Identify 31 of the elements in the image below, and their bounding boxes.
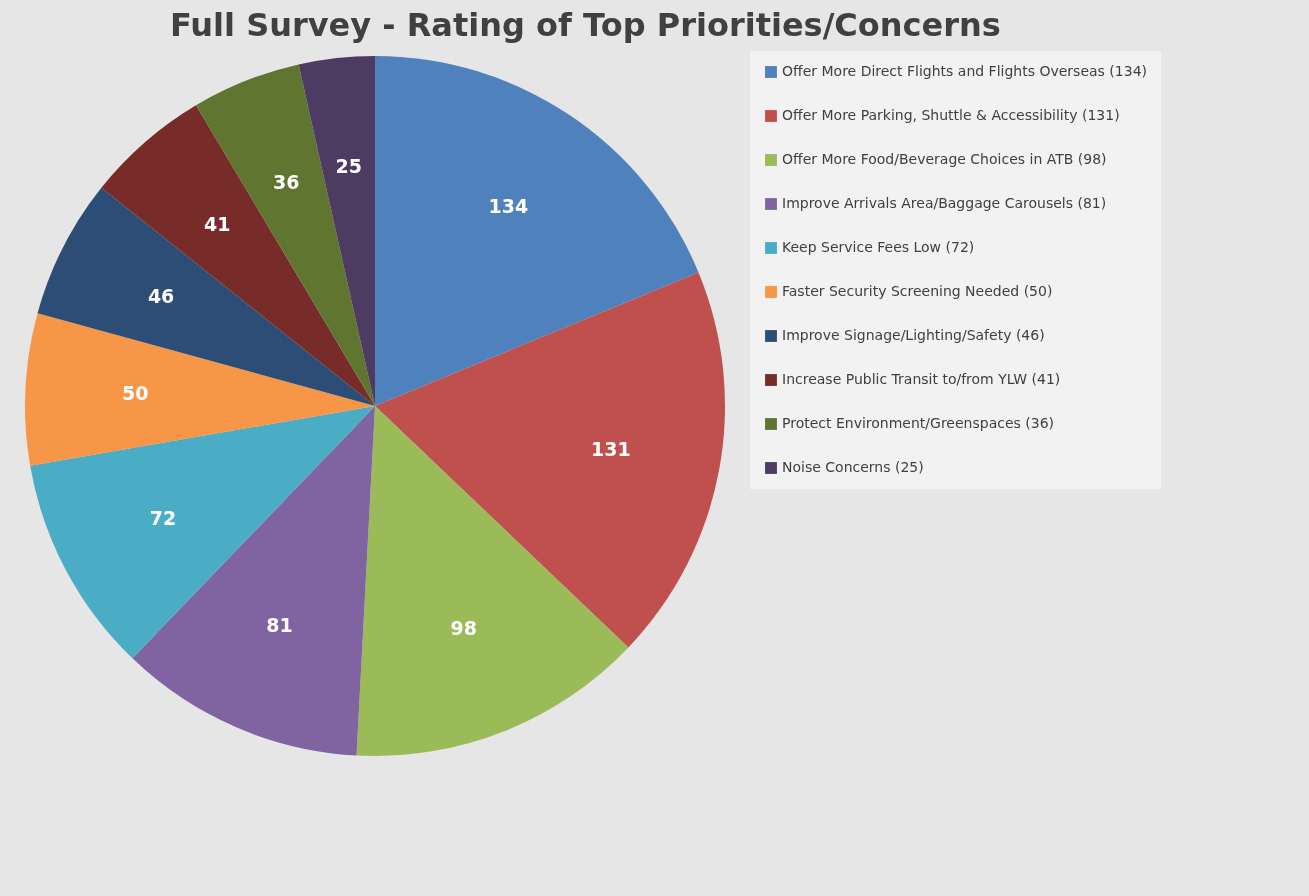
data-label: 25 [335,155,362,178]
legend-label: Faster Security Screening Needed (50) [782,283,1053,299]
legend-label: Offer More Parking, Shuttle & Accessibility (131) [782,107,1120,123]
pie-slice [356,406,629,756]
legend-label: Offer More Direct Flights and Flights Overseas (134) [782,63,1147,79]
chart-title: Full Survey - Rating of Top Priorities/Concerns [170,6,1001,44]
pie-slice [25,313,375,466]
legend-label: Noise Concerns (25) [782,459,924,475]
data-label: 36 [273,170,300,193]
data-label: 41 [204,213,231,236]
data-label: 81 [266,614,293,637]
pie-slice [37,187,375,406]
pie-slice [30,406,375,659]
data-label: 72 [149,506,177,529]
data-label: 134 [488,194,529,217]
legend-label: Improve Arrivals Area/Baggage Carousels (81) [782,195,1107,211]
legend-label: Keep Service Fees Low (72) [782,239,975,255]
legend-label: Offer More Food/Beverage Choices in ATB (98) [782,151,1107,167]
pie-slice [132,406,375,756]
data-label: 98 [450,617,477,640]
legend-label: Improve Signage/Lighting/Safety (46) [782,327,1045,343]
pie-slice [375,272,725,648]
pie-slice [196,64,375,406]
data-label: 46 [147,285,175,308]
legend-label: Protect Environment/Greenspaces (36) [782,415,1055,431]
data-label: 131 [591,438,631,461]
legend-label: Increase Public Transit to/from YLW (41) [782,371,1061,387]
pie-slice [101,105,375,406]
pie-slice [298,56,375,406]
data-label: 50 [122,382,149,405]
pie-slice [375,56,699,406]
